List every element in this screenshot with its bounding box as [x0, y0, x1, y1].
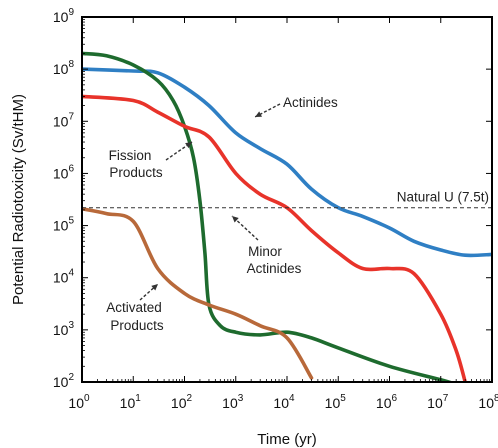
annotation-minor-line2: Actinides — [247, 261, 302, 276]
natural-u-label: Natural U (7.5t) — [397, 190, 489, 205]
y-tick-label: 107 — [53, 111, 75, 129]
y-tick-label: 104 — [53, 268, 75, 286]
x-tick-label: 100 — [68, 393, 90, 411]
x-tick-label: 102 — [171, 393, 193, 411]
y-tick-label: 109 — [53, 7, 75, 25]
annotation-activated-line1: Activated — [106, 300, 162, 315]
y-tick-label: 108 — [53, 59, 75, 77]
x-tick-label: 105 — [325, 393, 347, 411]
y-tick-label: 105 — [53, 216, 75, 234]
annotation-fission-line2: Products — [109, 165, 163, 180]
annotation-arrows — [139, 103, 281, 301]
activated-products-arrow — [139, 283, 159, 301]
y-tick-label: 103 — [53, 320, 75, 338]
series-layer — [82, 51, 492, 382]
x-tick-label: 103 — [222, 393, 244, 411]
x-tick-label: 104 — [273, 393, 295, 411]
annotation-fission-line1: Fission — [109, 148, 152, 163]
fission-products-arrow — [165, 141, 193, 161]
y-axis-label: Potential Radiotoxicity (Sv/tHM) — [10, 94, 27, 305]
annotation-minor-line1: Minor — [248, 244, 282, 259]
minor-actinides-arrow — [231, 215, 259, 241]
actinides-arrow — [254, 103, 281, 118]
x-tick-label: 101 — [120, 393, 142, 411]
actinides-curve — [82, 67, 492, 258]
y-tick-label: 106 — [53, 163, 75, 181]
x-axis-label: Time (yr) — [257, 431, 316, 448]
activated-products-curve — [82, 207, 314, 380]
x-tick-label: 106 — [376, 393, 398, 411]
annotation-actinides: Actinides — [283, 95, 338, 110]
annotation-actinides-text: Actinides — [283, 95, 338, 110]
annotation-activated-line2: Products — [110, 318, 164, 333]
axis-ticks: 100 101 102 103 104 105 106 107 108 102 103 104 105 1… — [53, 7, 498, 411]
x-tick-label: 108 — [478, 393, 498, 411]
x-tick-label: 107 — [427, 393, 449, 411]
annotation-minor-actinides: Minor Actinides — [247, 244, 302, 276]
y-tick-label: 102 — [53, 372, 75, 390]
annotation-activated-products: Activated Products — [106, 300, 164, 333]
minor-actinides-curve — [82, 94, 467, 382]
annotation-fission-products: Fission Products — [109, 148, 163, 180]
